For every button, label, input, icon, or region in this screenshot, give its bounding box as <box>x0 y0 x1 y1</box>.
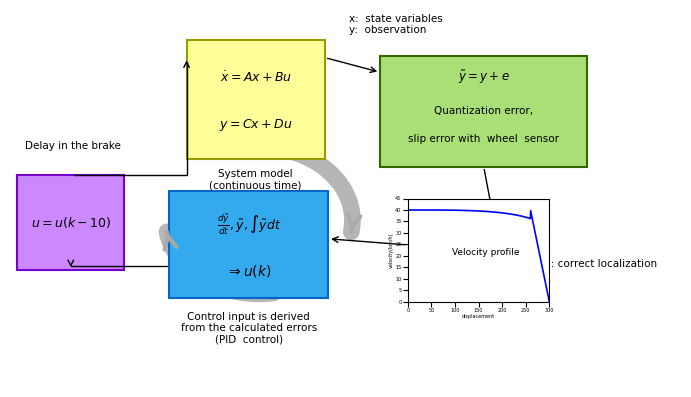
Text: PSM: PSM <box>480 243 508 253</box>
Text: $\frac{d\tilde{y}}{dt},\tilde{y}, \int \tilde{y}dt$: $\frac{d\tilde{y}}{dt},\tilde{y}, \int \… <box>216 212 281 237</box>
Text: PSM: correct localization: PSM: correct localization <box>529 259 656 269</box>
Text: x:  state variables
y:  observation: x: state variables y: observation <box>349 14 443 35</box>
Text: slip error with  wheel  sensor: slip error with wheel sensor <box>408 134 559 144</box>
Text: Control input is derived
from the calculated errors
(PID  control): Control input is derived from the calcul… <box>180 312 317 345</box>
Text: Quantization error,: Quantization error, <box>434 106 533 116</box>
Text: $\dot{x} = Ax + Bu$: $\dot{x} = Ax + Bu$ <box>220 71 292 85</box>
FancyBboxPatch shape <box>17 175 124 270</box>
Text: $u = u(k-10)$: $u = u(k-10)$ <box>30 215 111 230</box>
Text: $\Rightarrow u(k)$: $\Rightarrow u(k)$ <box>226 263 272 279</box>
FancyBboxPatch shape <box>380 56 587 167</box>
Text: System model
(continuous time): System model (continuous time) <box>209 169 302 190</box>
Text: $y = Cx + Du$: $y = Cx + Du$ <box>219 118 292 133</box>
Ellipse shape <box>461 221 527 275</box>
FancyBboxPatch shape <box>187 40 325 159</box>
Text: $\tilde{y} = y + e$: $\tilde{y} = y + e$ <box>458 69 509 87</box>
FancyBboxPatch shape <box>169 191 328 298</box>
Text: Delay in the brake: Delay in the brake <box>25 141 120 151</box>
